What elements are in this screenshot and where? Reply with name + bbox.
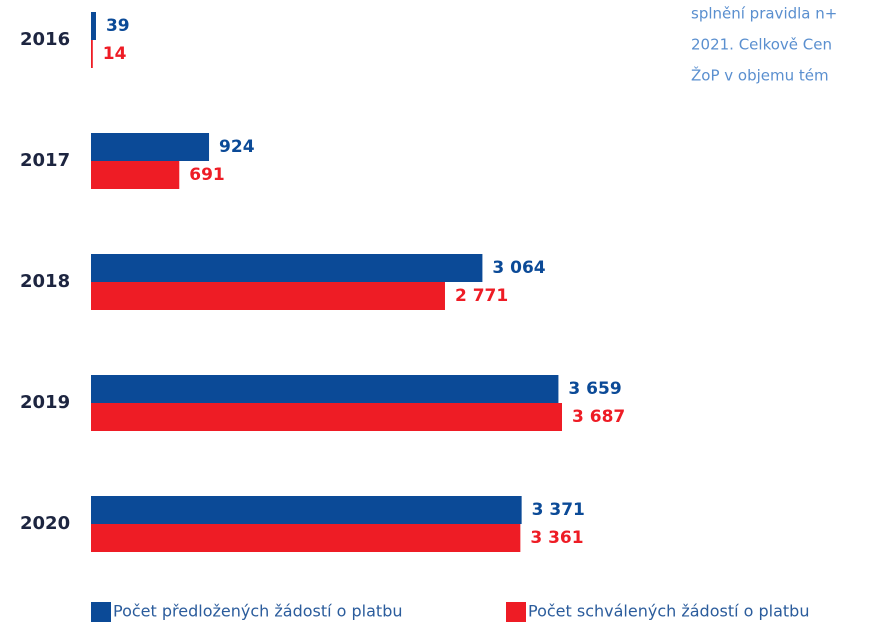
data-label: 14 — [103, 44, 127, 64]
data-label: 3 371 — [532, 500, 585, 520]
data-label: 3 064 — [492, 258, 545, 278]
y-tick-label: 2016 — [20, 29, 70, 50]
bar — [91, 40, 93, 68]
legend-swatch — [506, 602, 526, 622]
legend-label: Počet schválených žádostí o platbu — [528, 602, 809, 621]
bar — [91, 496, 522, 524]
y-tick-label: 2017 — [20, 150, 70, 171]
bar — [91, 375, 559, 403]
data-label: 3 361 — [530, 528, 583, 548]
legend-label: Počet předložených žádostí o platbu — [113, 602, 403, 621]
data-label: 3 659 — [568, 379, 621, 399]
y-tick-label: 2018 — [20, 271, 70, 292]
note-text: splnění pravidla n+ — [691, 5, 837, 23]
data-label: 3 687 — [572, 407, 625, 427]
data-label: 924 — [219, 137, 255, 157]
bar — [91, 282, 445, 310]
y-tick-label: 2019 — [20, 392, 70, 413]
note-text: ŽoP v objemu tém — [691, 66, 829, 85]
bar — [91, 403, 562, 431]
data-label: 39 — [106, 16, 130, 36]
note-text: 2021. Celkově Cen — [691, 36, 832, 54]
legend-swatch — [91, 602, 111, 622]
bar — [91, 133, 210, 161]
bar — [91, 254, 483, 282]
data-label: 2 771 — [455, 286, 508, 306]
data-label: 691 — [189, 165, 225, 185]
bar — [91, 161, 180, 189]
bar — [91, 12, 96, 40]
y-tick-label: 2020 — [20, 513, 70, 534]
bar — [91, 524, 521, 552]
